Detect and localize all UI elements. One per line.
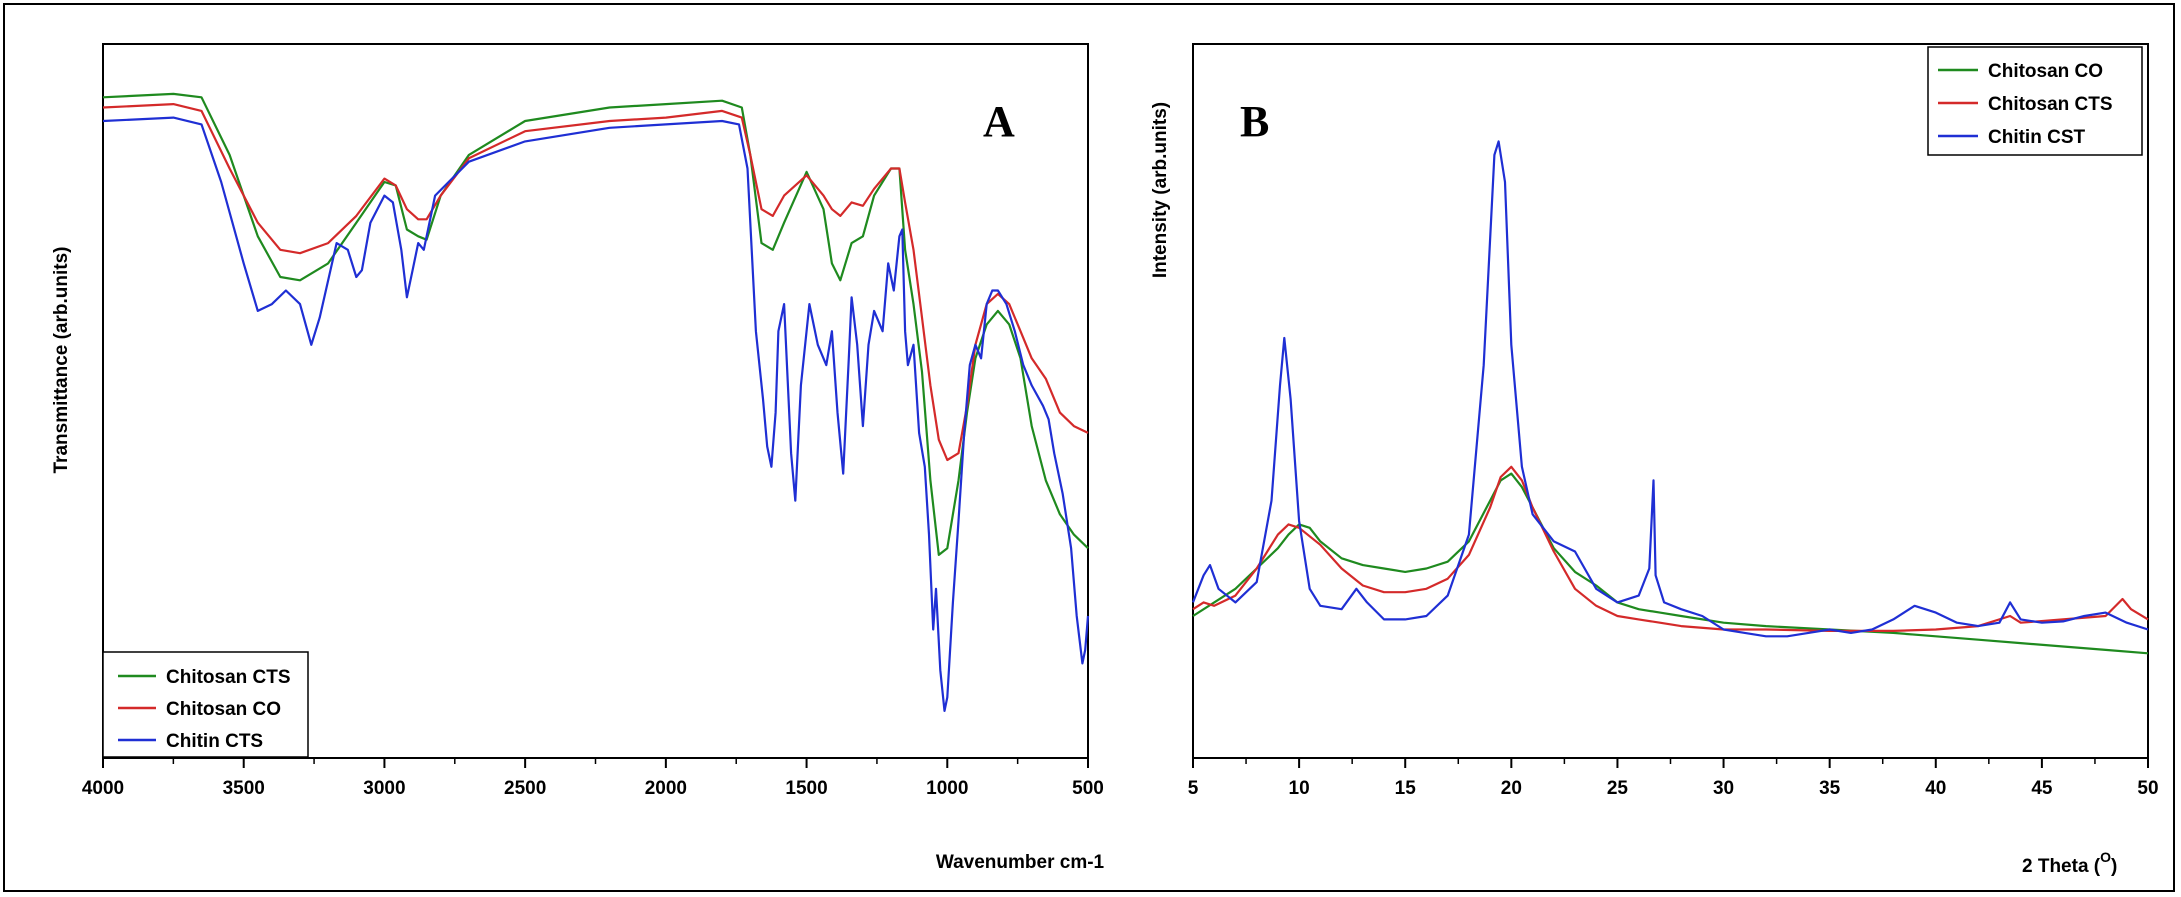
x-tick-label: 1500 [785,778,827,799]
legend-label: Chitin CTS [166,731,263,752]
figure-frame [3,3,2175,892]
x-tick-label: 50 [2137,778,2158,799]
x-axis-title-b-end: ) [2111,856,2117,877]
series-line-b-1 [1192,465,2149,632]
x-tick-label: 3000 [363,778,405,799]
x-tick-label: 40 [1925,778,1946,799]
panel-a: 4000 3500 3000 2500 2000 1500 1000 500 A Transm… [51,43,1105,873]
legend-a: Chitosan CTS Chitosan CO Chitin CTS [102,651,309,758]
x-tick-label: 3500 [223,778,265,799]
series-line-a-0 [102,92,1089,556]
x-axis-a: 4000 3500 3000 2500 2000 1500 1000 500 [82,758,1104,799]
x-axis-b: 5 10 15 20 25 30 35 40 45 50 [1188,758,2159,799]
x-tick-label: 5 [1188,778,1199,799]
x-axis-title-b: 2 Theta (O) [2022,849,2117,877]
x-tick-label: 35 [1819,778,1841,799]
panel-label-b: B [1240,97,1269,146]
x-tick-label: 2500 [504,778,546,799]
x-tick-label: 2000 [645,778,687,799]
x-tick-label: 500 [1072,778,1104,799]
legend-label: Chitin CST [1988,127,2085,148]
x-tick-label: 10 [1289,778,1310,799]
legend-label: Chitosan CTS [1988,94,2113,115]
x-axis-title-b-main: 2 Theta ( [2022,856,2101,877]
x-axis-title-b-sup: O [2100,849,2111,865]
x-tick-label: 4000 [82,778,124,799]
lines-a [102,92,1090,712]
x-tick-label: 15 [1395,778,1417,799]
legend-label: Chitosan CO [1988,61,2103,82]
y-axis-title-b: Intensity (arb.units) [1150,102,1171,278]
legend-label: Chitosan CTS [166,667,291,688]
lines-b [1191,140,2149,655]
x-tick-label: 1000 [926,778,968,799]
y-axis-title-a: Transmittance (arb.units) [51,247,72,474]
x-tick-label: 30 [1713,778,1734,799]
series-line-b-0 [1192,472,2149,655]
panel-label-a: A [983,97,1015,146]
panel-b: 5 10 15 20 25 30 35 40 45 50 B Intensity (arb.uni… [1150,43,2159,877]
series-line-a-2 [102,116,1090,712]
x-tick-label: 25 [1607,778,1629,799]
series-line-b-2 [1191,140,2149,638]
x-axis-title-a: Wavenumber cm-1 [936,852,1105,873]
legend-box-a [102,651,309,758]
legend-b: Chitosan CO Chitosan CTS Chitin CST [1927,46,2143,156]
x-tick-label: 45 [2031,778,2053,799]
legend-label: Chitosan CO [166,699,281,720]
series-line-a-1 [102,103,1089,462]
x-tick-label: 20 [1501,778,1522,799]
